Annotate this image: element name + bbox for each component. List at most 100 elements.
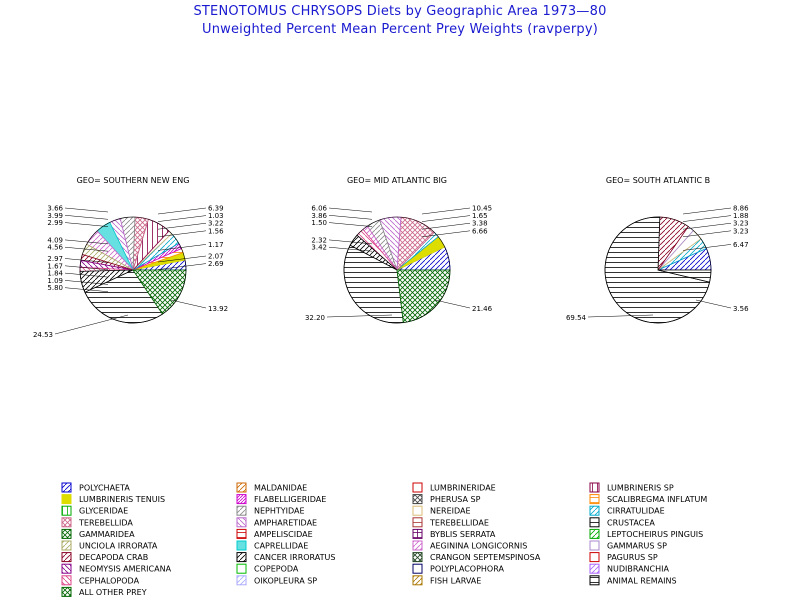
legend-label: LUMBRINERIDAE xyxy=(430,484,496,493)
slice-value-label: 3.86 xyxy=(311,212,327,220)
legend-item-aeginina-longicornis: AEGININA LONGICORNIS xyxy=(412,540,527,551)
slice-value-label: 2.07 xyxy=(208,253,224,261)
legend-item-leptocheirus-pinguis: LEPTOCHEIRUS PINGUIS xyxy=(589,528,703,539)
leader-line xyxy=(157,244,207,251)
legend-swatch xyxy=(236,528,247,539)
slice-value-label: 10.45 xyxy=(472,205,492,213)
legend-swatch xyxy=(412,575,423,586)
leader-line xyxy=(328,215,373,220)
slice-value-label: 3.42 xyxy=(311,244,327,252)
legend-swatch xyxy=(61,494,72,505)
slice-value-label: 1.50 xyxy=(311,219,327,227)
slice-value-label: 2.99 xyxy=(47,219,63,227)
slice-value-label: 3.38 xyxy=(472,220,488,228)
legend-item-cirratulidae: CIRRATULIDAE xyxy=(589,505,665,516)
legend-swatch xyxy=(236,482,247,493)
leader-line xyxy=(157,230,207,238)
leader-line xyxy=(157,215,207,222)
slice-value-label: 6.47 xyxy=(733,241,749,249)
legend-label: NUDIBRANCHIA xyxy=(607,565,670,574)
legend-label: CEPHALOPODA xyxy=(79,576,140,585)
leader-line xyxy=(421,207,471,215)
slice-value-label: 6.66 xyxy=(472,227,488,235)
slice-value-label: 1.88 xyxy=(733,212,749,220)
slice-value-label: 1.03 xyxy=(208,212,224,220)
legend-label: AMPELISCIDAE xyxy=(254,530,313,539)
leader-line xyxy=(64,246,109,252)
legend-swatch xyxy=(61,517,72,528)
legend-swatch xyxy=(412,563,423,574)
leader-line xyxy=(682,244,732,251)
legend-label: DECAPODA CRAB xyxy=(79,553,148,562)
leader-line xyxy=(64,272,109,278)
legend-label: FISH LARVAE xyxy=(430,576,481,585)
legend-swatch xyxy=(61,586,72,597)
legend-swatch xyxy=(412,482,423,493)
chart-title: STENOTOMUS CHRYSOPS Diets by Geographic … xyxy=(193,4,607,19)
legend-item-ampeliscidae: AMPELISCIDAE xyxy=(236,528,313,539)
leader-line xyxy=(421,222,471,230)
legend-label: CANCER IRRORATUS xyxy=(254,553,335,562)
legend-swatch xyxy=(589,575,600,586)
slice-value-label: 1.65 xyxy=(472,212,488,220)
legend-label: LUMBRINERIS TENUIS xyxy=(79,495,165,504)
slice-value-label: 1.67 xyxy=(47,262,63,270)
legend-swatch xyxy=(589,540,600,551)
legend-swatch xyxy=(412,505,423,516)
pie-slice-gammaridea xyxy=(396,269,451,324)
legend-swatch xyxy=(412,494,423,505)
legend-item-terebellidae: TEREBELLIDAE xyxy=(412,517,489,528)
legend-label: GAMMARUS SP xyxy=(607,542,667,551)
slice-value-label: 24.53 xyxy=(33,331,53,339)
legend-label: AMPHARETIDAE xyxy=(254,518,317,527)
legend-swatch xyxy=(236,575,247,586)
pie-charts: GEO= SOUTHERN NEW ENG 3.663.992.99 4.094.5… xyxy=(33,176,749,339)
legend-label: COPEPODA xyxy=(254,565,299,574)
legend-item-polyplacophora: POLYPLACOPHORA xyxy=(412,563,504,574)
legend-label: ANIMAL REMAINS xyxy=(607,576,677,585)
pie-title: GEO= SOUTHERN NEW ENG xyxy=(77,176,190,185)
legend-label: FLABELLIGERIDAE xyxy=(254,495,326,504)
legend-swatch xyxy=(412,517,423,528)
legend-item-pagurus-sp: PAGURUS SP xyxy=(589,552,658,563)
legend-item-gammarus-sp: GAMMARUS SP xyxy=(589,540,667,551)
legend-swatch xyxy=(589,482,600,493)
slice-value-label: 8.86 xyxy=(733,205,749,213)
leader-line xyxy=(434,299,471,309)
slice-value-label: 3.56 xyxy=(733,305,749,313)
legend-swatch xyxy=(61,482,72,493)
legend-item-caprellidae: CAPRELLIDAE xyxy=(236,540,308,551)
legend-item-unciola-irrorata: UNCIOLA IRRORATA xyxy=(61,540,158,551)
slice-value-label: 3.23 xyxy=(733,220,749,228)
legend-swatch xyxy=(61,563,72,574)
legend-item-cephalopoda: CEPHALOPODA xyxy=(61,575,140,586)
legend-swatch xyxy=(236,563,247,574)
legend-item-oikopleura-sp: OIKOPLEURA SP xyxy=(236,575,317,586)
pie-outline xyxy=(604,216,712,324)
legend-label: NEPHTYIDAE xyxy=(254,507,305,516)
legend-item-decapoda-crab: DECAPODA CRAB xyxy=(61,552,148,563)
legend-swatch xyxy=(412,528,423,539)
legend-swatch xyxy=(236,517,247,528)
pie-title: GEO= SOUTH ATLANTIC B xyxy=(606,176,710,185)
leader-line xyxy=(421,215,471,222)
legend-item-crustacea: CRUSTACEA xyxy=(589,517,655,528)
leader-line xyxy=(682,207,732,215)
legend-label: ALL OTHER PREY xyxy=(79,588,147,597)
leader-line xyxy=(64,215,109,220)
leader-line xyxy=(326,314,393,318)
legend-item-nereidae: NEREIDAE xyxy=(412,505,471,516)
legend-item-scalibregma-inflatum: SCALIBREGMA INFLATUM xyxy=(589,494,707,505)
legend-item-polychaeta: POLYCHAETA xyxy=(61,482,130,493)
slice-value-label: 13.92 xyxy=(208,305,228,313)
leader-line xyxy=(328,246,373,252)
legend-label: GAMMARIDEA xyxy=(79,530,135,539)
legend-item-glyceridae: GLYCERIDAE xyxy=(61,505,128,516)
slice-value-label: 3.23 xyxy=(733,227,749,235)
slice-value-label: 3.22 xyxy=(208,220,224,228)
legend-item-crangon-septemspinosa: CRANGON SEPTEMSPINOSA xyxy=(412,552,541,563)
legend-item-fish-larvae: FISH LARVAE xyxy=(412,575,481,586)
leader-line xyxy=(587,314,654,318)
legend-swatch xyxy=(589,505,600,516)
